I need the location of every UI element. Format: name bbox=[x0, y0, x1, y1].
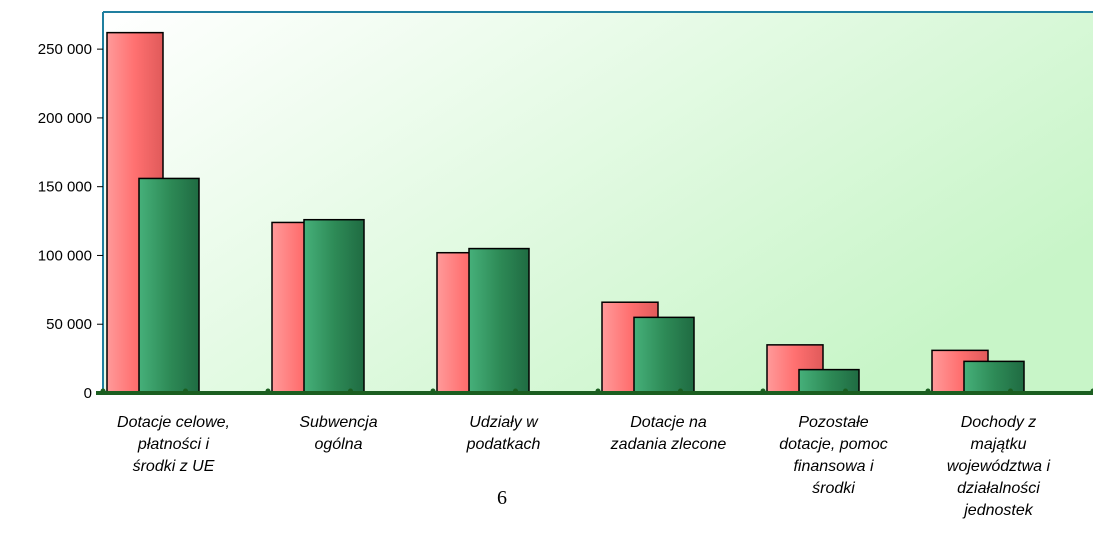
x-category-label-line: zadania zlecone bbox=[610, 436, 727, 453]
y-tick-label: 200 000 bbox=[38, 110, 92, 127]
baseline-marker bbox=[678, 388, 683, 394]
baseline-marker bbox=[513, 388, 518, 394]
x-category-label: Dochody z majątku województwa i działalnośc… bbox=[919, 412, 1079, 522]
y-tick-label: 250 000 bbox=[38, 41, 92, 58]
x-category-label-line: działalności bbox=[957, 480, 1040, 497]
bar-series-2 bbox=[633, 316, 695, 394]
bar-series-2 bbox=[798, 368, 860, 394]
x-category-label-line: podatkach bbox=[466, 436, 541, 453]
x-category-label-line: Dotacje celowe, bbox=[117, 414, 230, 431]
bar-series-2 bbox=[963, 360, 1025, 394]
baseline-marker bbox=[100, 388, 106, 394]
baseline-marker bbox=[430, 388, 436, 394]
x-category-label-line: Dotacje na bbox=[630, 414, 707, 431]
bar-series-2 bbox=[468, 247, 530, 394]
baseline-marker bbox=[1008, 388, 1013, 394]
x-category-label: Subwencja ogólna bbox=[259, 412, 419, 456]
x-category-label-line: województwa i bbox=[946, 458, 1051, 475]
y-tick-label: 100 000 bbox=[38, 247, 92, 264]
baseline-markers bbox=[100, 388, 1093, 394]
y-tick-label: 150 000 bbox=[38, 179, 92, 196]
x-category-label-line: ogólna bbox=[314, 436, 363, 453]
x-category-label-line: środki bbox=[812, 480, 855, 497]
bars-group bbox=[106, 31, 1025, 394]
x-category-label-line: środki z UE bbox=[132, 458, 215, 475]
x-category-label: Udziały w podatkach bbox=[424, 412, 584, 456]
baseline-marker bbox=[265, 388, 271, 394]
page-number: 6 bbox=[497, 487, 507, 509]
baseline-marker bbox=[595, 388, 601, 394]
y-tick-label: 50 000 bbox=[46, 316, 92, 333]
x-category-label: Dotacje na zadania zlecone bbox=[589, 412, 749, 456]
baseline-marker bbox=[1090, 388, 1093, 394]
y-axis-ticks: 0 50 000 100 000 150 000 200 000 250 000 bbox=[38, 41, 103, 402]
plot-area bbox=[103, 12, 1093, 393]
x-category-label-line: jednostek bbox=[964, 502, 1033, 519]
x-category-label-line: Udziały w bbox=[469, 414, 538, 431]
bar-series-2 bbox=[303, 218, 365, 394]
baseline-marker bbox=[843, 388, 848, 394]
x-category-label-line: płatności i bbox=[137, 436, 210, 453]
x-category-label-line: Pozostałe bbox=[798, 414, 869, 431]
x-category-label-line: majątku bbox=[970, 436, 1027, 453]
baseline-marker bbox=[183, 388, 188, 394]
baseline-marker bbox=[925, 388, 931, 394]
x-category-label: Pozostałe dotacje, pomoc finansowa i środki bbox=[754, 412, 914, 500]
bar-series-2 bbox=[138, 177, 200, 394]
baseline-marker bbox=[760, 388, 766, 394]
y-tick-label: 0 bbox=[84, 385, 92, 402]
x-category-label-line: Dochody z bbox=[960, 414, 1037, 431]
x-category-label-line: dotacje, pomoc bbox=[779, 436, 888, 453]
x-category-label-line: finansowa i bbox=[793, 458, 874, 475]
x-category-label-line: Subwencja bbox=[299, 414, 378, 431]
x-category-label: Dotacje celowe, płatności i środki z UE bbox=[94, 412, 254, 478]
baseline-marker bbox=[348, 388, 353, 394]
